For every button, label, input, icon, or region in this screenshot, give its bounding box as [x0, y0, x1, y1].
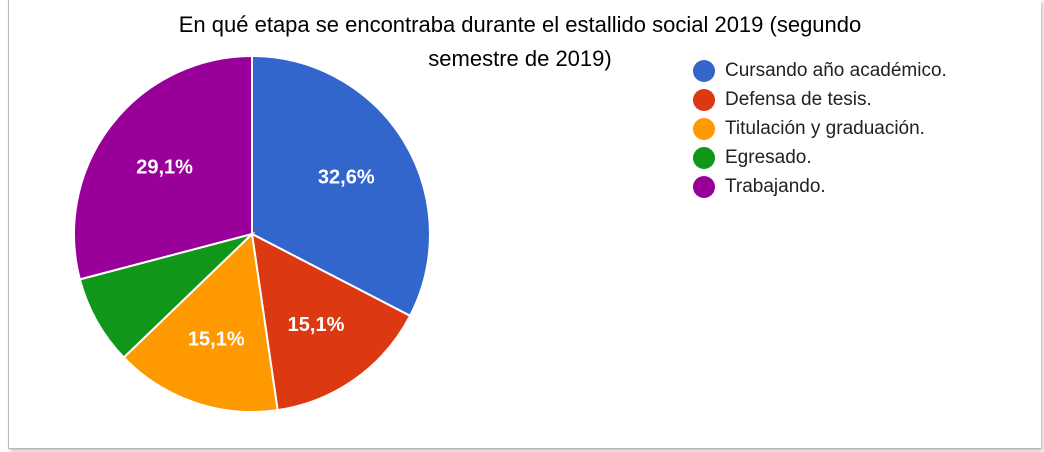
legend-item-trabajando: Trabajando.	[693, 172, 947, 201]
legend-swatch-cursando-ano-academico	[693, 60, 715, 82]
legend-swatch-titulacion-y-graduacion	[693, 118, 715, 140]
pie-data-label-cursando-ano-academico: 32,6%	[318, 167, 375, 189]
legend-item-cursando-ano-academico: Cursando año académico.	[693, 56, 947, 85]
legend-item-egresado: Egresado.	[693, 143, 947, 172]
legend-label-cursando-ano-academico: Cursando año académico.	[725, 60, 947, 82]
legend-swatch-egresado	[693, 147, 715, 169]
legend-item-defensa-de-tesis: Defensa de tesis.	[693, 85, 947, 114]
legend-swatch-defensa-de-tesis	[693, 89, 715, 111]
legend-label-titulacion-y-graduacion: Titulación y graduación.	[725, 118, 925, 140]
pie-data-label-trabajando: 29,1%	[136, 157, 193, 179]
legend-item-titulacion-y-graduacion: Titulación y graduación.	[693, 114, 947, 143]
chart-legend: Cursando año académico. Defensa de tesis.…	[693, 56, 947, 201]
legend-label-defensa-de-tesis: Defensa de tesis.	[725, 89, 872, 111]
legend-label-trabajando: Trabajando.	[725, 176, 826, 198]
legend-label-egresado: Egresado.	[725, 147, 812, 169]
pie-data-label-titulacion-y-graduacion: 15,1%	[188, 328, 245, 350]
pie-data-label-defensa-de-tesis: 15,1%	[288, 314, 345, 336]
legend-swatch-trabajando	[693, 176, 715, 198]
